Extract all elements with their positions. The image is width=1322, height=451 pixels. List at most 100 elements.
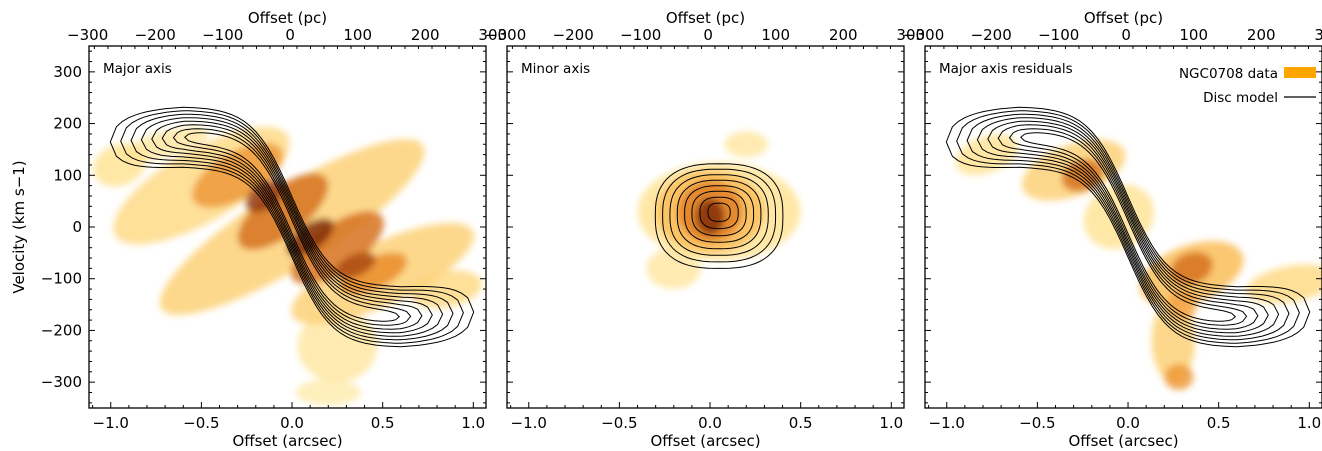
x-tick-label-top: 200 <box>1247 26 1276 44</box>
data-blob <box>237 173 329 250</box>
x-tick-label-top: 0 <box>285 26 295 44</box>
model-contours-minor-axis <box>654 163 784 269</box>
contour-line <box>976 117 1280 337</box>
contour-line <box>161 124 423 330</box>
contour-line <box>151 120 433 334</box>
contour-line <box>669 174 769 256</box>
data-blob <box>1246 264 1322 304</box>
x-tick-label-bottom: −0.5 <box>183 414 219 432</box>
contour-line <box>997 124 1259 330</box>
data-blob <box>1170 252 1213 285</box>
x-tick-label-top: −200 <box>135 26 176 44</box>
contour-line <box>172 128 412 326</box>
contour-line <box>945 106 1311 348</box>
ticks-major-axis: −1.0 −0.5 0.0 0.5 1.0 −300 −200 −100 0 100 200 300 −… <box>41 26 507 432</box>
contour-line <box>184 132 401 322</box>
panel-label-residuals: Major axis residuals <box>939 61 1073 77</box>
x-tick-label-top: −300 <box>67 26 108 44</box>
contour-line <box>966 113 1290 341</box>
contour-line <box>662 168 777 263</box>
panel-minor-axis: −1.0 −0.5 0.0 0.5 1.0−300 −200 −100 0 100 200 300 … <box>485 26 925 432</box>
x-tick-label-bottom: 1.0 <box>879 414 903 432</box>
x-tick-label-bottom: −1.0 <box>93 414 129 432</box>
ticks-minor-axis: −1.0 −0.5 0.0 0.5 1.0 −300 −200 −100 0 100 200 300 <box>485 26 925 432</box>
x-tick-label-bottom: 1.0 <box>461 414 485 432</box>
x-tick-label-bottom: 0.0 <box>698 414 722 432</box>
contour-line <box>130 113 454 341</box>
x-tick-label-bottom: 0.0 <box>280 414 304 432</box>
x-tick-label-top: 200 <box>829 26 858 44</box>
x-tick-label-top: 300 <box>478 26 507 44</box>
data-blob <box>93 143 147 187</box>
x-axis-title-bottom-residuals: Offset (arcsec) <box>1068 432 1178 450</box>
x-tick-label-bottom: 0.0 <box>1116 414 1140 432</box>
x-tick-label-bottom: 0.5 <box>1207 414 1231 432</box>
contour-line <box>707 202 731 222</box>
data-emission-minor-axis <box>637 131 801 290</box>
data-blob <box>192 142 284 208</box>
data-blob <box>955 134 1018 175</box>
x-tick-label-bottom: 0.5 <box>371 414 395 432</box>
y-axis-title: Velocity (km s−1) <box>10 160 28 293</box>
y-tick-label: −300 <box>41 373 82 391</box>
x-axis-title-bottom-minor: Offset (arcsec) <box>650 432 760 450</box>
contour-line <box>987 120 1269 334</box>
x-axis-title-bottom-major: Offset (arcsec) <box>232 432 342 450</box>
y-tick-label: 200 <box>53 115 82 133</box>
ticks-residuals: −1.0 −0.5 0.0 0.5 1.0 −300 −200 −100 0 100 200 300 <box>903 26 1322 432</box>
legend-label-model: Disc model <box>1203 90 1278 106</box>
model-contours-residuals <box>945 106 1311 348</box>
contour-line <box>109 106 475 348</box>
x-axis-title-top-minor: Offset (pc) <box>666 9 745 27</box>
x-tick-label-top: −100 <box>620 26 661 44</box>
contour-line <box>699 196 739 230</box>
contour-line <box>956 110 1300 344</box>
model-contours-major-axis <box>109 106 475 348</box>
panel-major-axis-residuals: −1.0−0.50.00.51.0−300−200−1000100200300 … <box>903 26 1322 432</box>
x-tick-label-top: 100 <box>761 26 790 44</box>
legend-label-data: NGC0708 data <box>1179 66 1278 82</box>
panel-label-minor-axis: Minor axis <box>521 61 590 77</box>
x-tick-label-bottom: −1.0 <box>929 414 965 432</box>
contour-line <box>1008 128 1248 326</box>
x-tick-label-top: 0 <box>703 26 713 44</box>
x-tick-label-bottom: −0.5 <box>601 414 637 432</box>
x-tick-label-bottom: 1.0 <box>1297 414 1321 432</box>
x-tick-label-top: 0 <box>1121 26 1131 44</box>
y-tick-label: 100 <box>53 166 82 184</box>
x-tick-label-top: −100 <box>1038 26 1079 44</box>
contour-line <box>676 179 762 250</box>
panel-label-major-axis: Major axis <box>103 61 172 77</box>
x-tick-label-top: 100 <box>1179 26 1208 44</box>
y-tick-label: −100 <box>41 270 82 288</box>
x-tick-label-top: −100 <box>202 26 243 44</box>
x-axis-title-top-residuals: Offset (pc) <box>1084 9 1163 27</box>
contour-line <box>691 190 747 237</box>
data-blob <box>695 198 725 235</box>
x-tick-label-top: 300 <box>1314 26 1322 44</box>
y-tick-label: −200 <box>41 321 82 339</box>
x-tick-label-top: −300 <box>485 26 526 44</box>
contour-line <box>1020 132 1237 322</box>
x-tick-label-bottom: −1.0 <box>511 414 547 432</box>
x-tick-label-top: 300 <box>896 26 925 44</box>
legend: NGC0708 data Disc model <box>1179 66 1316 106</box>
contour-line <box>684 185 755 243</box>
data-blob <box>1164 364 1194 390</box>
y-tick-label: 300 <box>53 63 82 81</box>
y-tick-label: 0 <box>72 218 82 236</box>
contour-line <box>654 163 784 269</box>
contour-line <box>120 110 464 344</box>
x-tick-label-top: −200 <box>971 26 1012 44</box>
x-tick-label-bottom: 0.5 <box>789 414 813 432</box>
data-blob <box>724 131 769 158</box>
panel-major-axis: −1.0 −0.5 0.0 0.5 1.0 −300 −200 −100 0 100 200 300 −… <box>41 26 507 432</box>
data-blob <box>335 252 376 279</box>
x-tick-label-top: −300 <box>903 26 944 44</box>
data-blob <box>295 379 361 406</box>
x-tick-label-bottom: −0.5 <box>1019 414 1055 432</box>
x-tick-label-top: −200 <box>553 26 594 44</box>
contour-line <box>140 117 444 337</box>
x-tick-label-top: 100 <box>343 26 372 44</box>
